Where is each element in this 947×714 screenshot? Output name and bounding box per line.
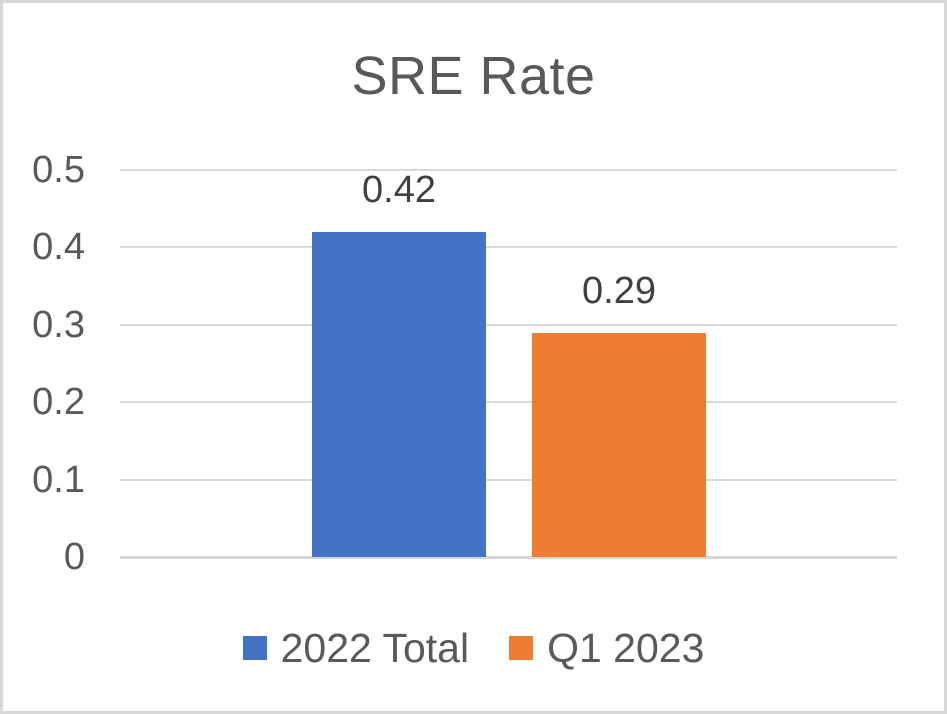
y-tick-label: 0.3 — [32, 303, 85, 346]
plot-area: 0.42 0.29 — [120, 169, 897, 559]
data-label-2022-total: 0.42 — [362, 168, 436, 211]
y-tick-label: 0 — [63, 536, 85, 578]
legend-item-q1-2023: Q1 2023 — [509, 624, 704, 672]
y-tick-label: 0.5 — [32, 149, 85, 191]
legend-swatch-icon — [509, 636, 534, 660]
legend-swatch-icon — [242, 636, 267, 660]
gridline — [120, 169, 897, 171]
legend-item-2022-total: 2022 Total — [242, 624, 470, 672]
x-axis-line — [120, 556, 897, 559]
data-label-q1-2023: 0.29 — [582, 269, 656, 312]
gridline — [120, 478, 897, 481]
legend-label: Q1 2023 — [547, 625, 705, 671]
chart-title: SRE Rate — [351, 46, 596, 106]
bar-2022-total: 0.42 — [312, 170, 486, 557]
legend-label: 2022 Total — [280, 625, 470, 671]
bar-q1-2023: 0.29 — [532, 271, 706, 557]
y-axis: 0.5 0.4 0.3 0.2 0.1 0 — [3, 150, 85, 577]
gridline — [120, 323, 897, 326]
gridline — [120, 246, 897, 249]
y-tick-label: 0.2 — [32, 381, 85, 424]
y-tick-label: 0.1 — [32, 458, 85, 501]
gridline — [120, 401, 897, 404]
y-tick-label: 0.4 — [32, 226, 85, 269]
legend: 2022 Total Q1 2023 — [3, 624, 944, 672]
bar-group-q1-2023: 0.29 — [532, 170, 706, 557]
bar-group-2022-total: 0.42 — [312, 170, 486, 557]
